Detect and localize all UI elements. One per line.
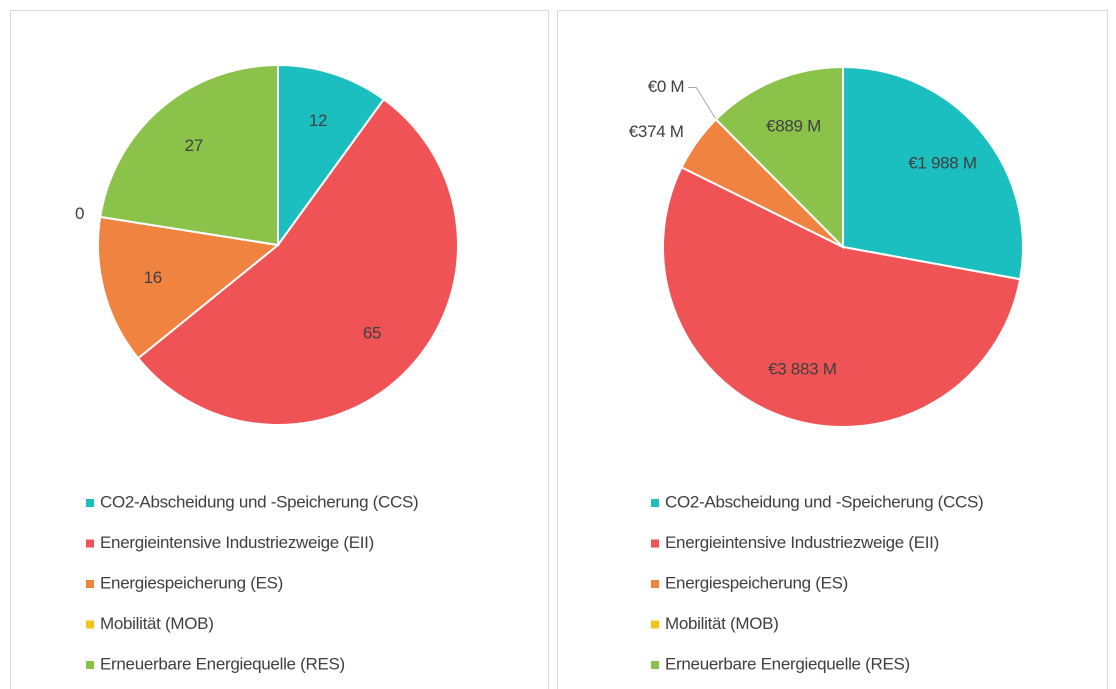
legend-label: CO2-Abscheidung und -Speicherung (CCS) xyxy=(665,492,983,511)
pie-slice xyxy=(277,63,386,249)
data-label: 65 xyxy=(363,324,381,343)
legend-label: Erneuerbare Energiequelle (RES) xyxy=(665,654,910,673)
panel xyxy=(10,10,549,689)
pie-slice xyxy=(97,215,281,360)
pie-slice xyxy=(714,65,844,250)
legend-swatch xyxy=(651,620,659,629)
pie-slice xyxy=(136,97,459,426)
legend-swatch xyxy=(86,580,94,588)
legend-swatch xyxy=(86,499,94,507)
legend-label: Mobilität (MOB) xyxy=(100,614,214,633)
panel xyxy=(557,10,1108,689)
legend-swatch xyxy=(651,661,659,669)
legend-swatch xyxy=(86,539,94,548)
legend-label: Energieintensive Industriezweige (EII) xyxy=(100,533,374,552)
pie-slice xyxy=(662,166,1022,428)
data-label: 16 xyxy=(144,268,162,287)
data-label: €1 988 M xyxy=(908,153,976,172)
data-label: €889 M xyxy=(766,117,821,136)
legend-label: Energiespeicherung (ES) xyxy=(100,573,283,592)
legend-swatch xyxy=(651,539,659,548)
legend-label: Mobilität (MOB) xyxy=(665,614,779,633)
legend-label: CO2-Abscheidung und -Speicherung (CCS) xyxy=(100,492,418,511)
data-label: €0 M xyxy=(648,77,685,96)
legend-swatch xyxy=(86,661,94,669)
data-label: 0 xyxy=(75,204,84,223)
legend-label: Erneuerbare Energiequelle (RES) xyxy=(100,654,345,673)
legend-swatch xyxy=(651,499,659,507)
leader-line xyxy=(688,87,717,120)
data-label: 12 xyxy=(309,111,327,130)
pie-slice xyxy=(99,63,279,247)
pie-slice xyxy=(842,65,1025,281)
legend-label: Energiespeicherung (ES) xyxy=(665,573,848,592)
data-label: €3 883 M xyxy=(768,360,836,379)
legend-swatch xyxy=(651,580,659,588)
legend-label: Energieintensive Industriezweige (EII) xyxy=(665,533,939,552)
data-label: €374 M xyxy=(629,122,684,141)
legend-swatch xyxy=(86,620,94,629)
data-label: 27 xyxy=(185,136,203,155)
